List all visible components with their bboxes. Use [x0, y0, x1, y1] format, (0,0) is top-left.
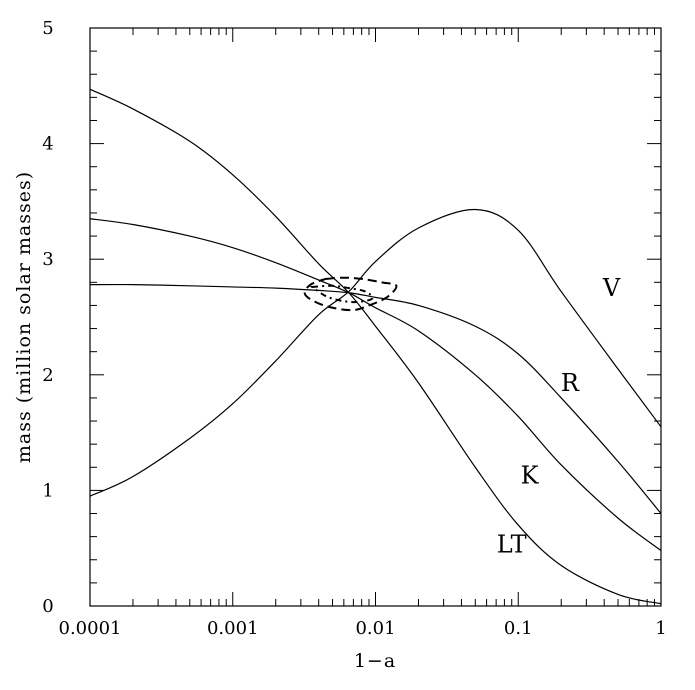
y-tick-label: 5	[42, 18, 53, 39]
series-lines	[89, 88, 662, 605]
confidence-contours	[303, 276, 398, 312]
series-line-r	[89, 283, 662, 514]
x-tick-label: 0.01	[355, 618, 395, 639]
plot-frame	[89, 27, 662, 607]
y-tick-label: 1	[42, 480, 53, 501]
tick-labels: 0.0001 0.001 0.01 0.1 1 0 1 2 3 4 5	[42, 18, 666, 639]
x-axis-label: 1−a	[354, 650, 396, 672]
y-tick-label: 2	[42, 365, 53, 386]
series-label-r: R	[561, 369, 580, 397]
contour-dashed	[303, 276, 398, 312]
y-tick-label: 4	[42, 134, 53, 155]
y-axis-label: mass (million solar masses)	[13, 171, 35, 463]
contour-dash-dot	[309, 284, 374, 304]
series-line-k	[89, 218, 662, 551]
series-line-lt	[89, 88, 662, 605]
series-line-v	[89, 208, 662, 497]
x-tick-label: 0.1	[504, 618, 533, 639]
series-label-lt: LT	[497, 531, 527, 559]
series-label-k: K	[521, 461, 540, 489]
series-label-v: V	[602, 274, 621, 302]
x-tick-label: 1	[655, 618, 666, 639]
x-tick-label: 0.001	[207, 618, 259, 639]
y-tick-label: 3	[42, 249, 53, 270]
y-tick-label: 0	[42, 596, 53, 617]
series-labels: V R K LT	[497, 274, 621, 559]
x-tick-label: 0.0001	[59, 618, 122, 639]
